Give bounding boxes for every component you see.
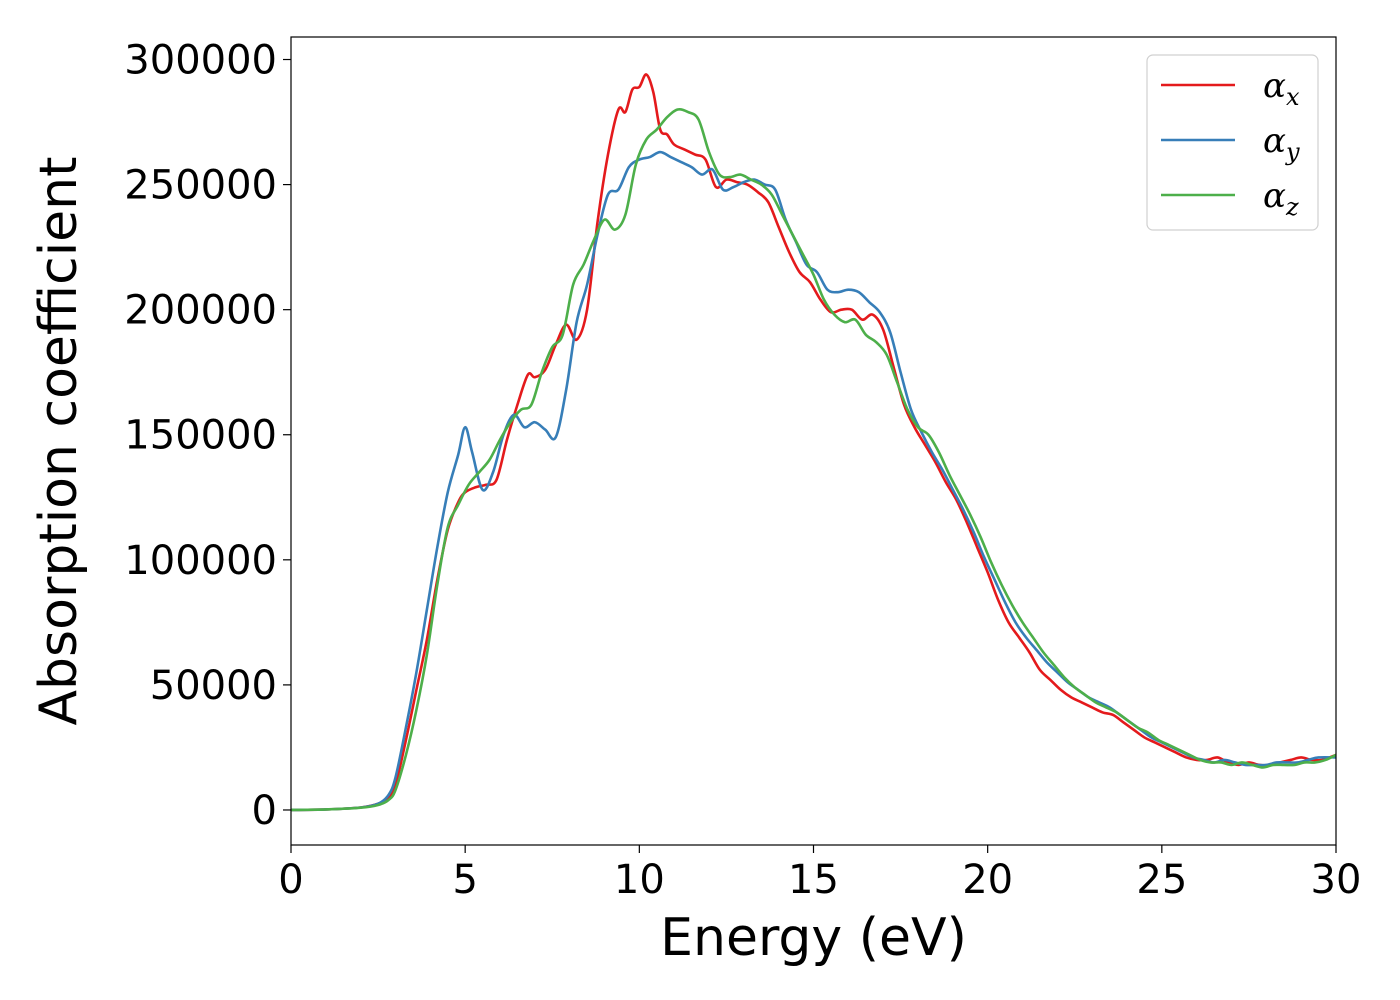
x-axis: 0 5 10 15 20 25 30 [278, 845, 1361, 903]
y-tick-label: 250000 [124, 163, 277, 209]
series-layer [291, 73, 1336, 812]
x-tick-label: 5 [452, 857, 477, 903]
y-tick-label: 0 [252, 788, 277, 834]
legend-label-alpha-x: αx [1263, 66, 1300, 111]
x-tick-label: 25 [1136, 857, 1187, 903]
x-axis-title: Energy (eV) [660, 908, 967, 968]
y-tick-label: 300000 [124, 38, 277, 84]
x-tick-label: 0 [278, 857, 303, 903]
series-line-alpha-x [291, 73, 1336, 812]
legend-label-alpha-z: αz [1263, 176, 1299, 221]
y-tick-label: 50000 [150, 663, 277, 709]
x-tick-label: 15 [788, 857, 839, 903]
x-tick-label: 20 [962, 857, 1013, 903]
series-line-alpha-z [291, 108, 1336, 812]
x-tick-label: 10 [614, 857, 665, 903]
y-tick-label: 150000 [124, 413, 277, 459]
series-line-alpha-y [291, 150, 1336, 812]
x-tick-label: 30 [1311, 857, 1362, 903]
y-tick-label: 200000 [124, 288, 277, 334]
y-axis: 0 50000 100000 150000 200000 250000 300000 [124, 38, 291, 834]
legend-label-alpha-y: αy [1263, 121, 1300, 166]
y-tick-label: 100000 [124, 538, 277, 584]
y-axis-title: Absorption coefficient [29, 156, 89, 725]
legend-box [1146, 54, 1319, 231]
legend: αx αy αz [1146, 54, 1319, 231]
